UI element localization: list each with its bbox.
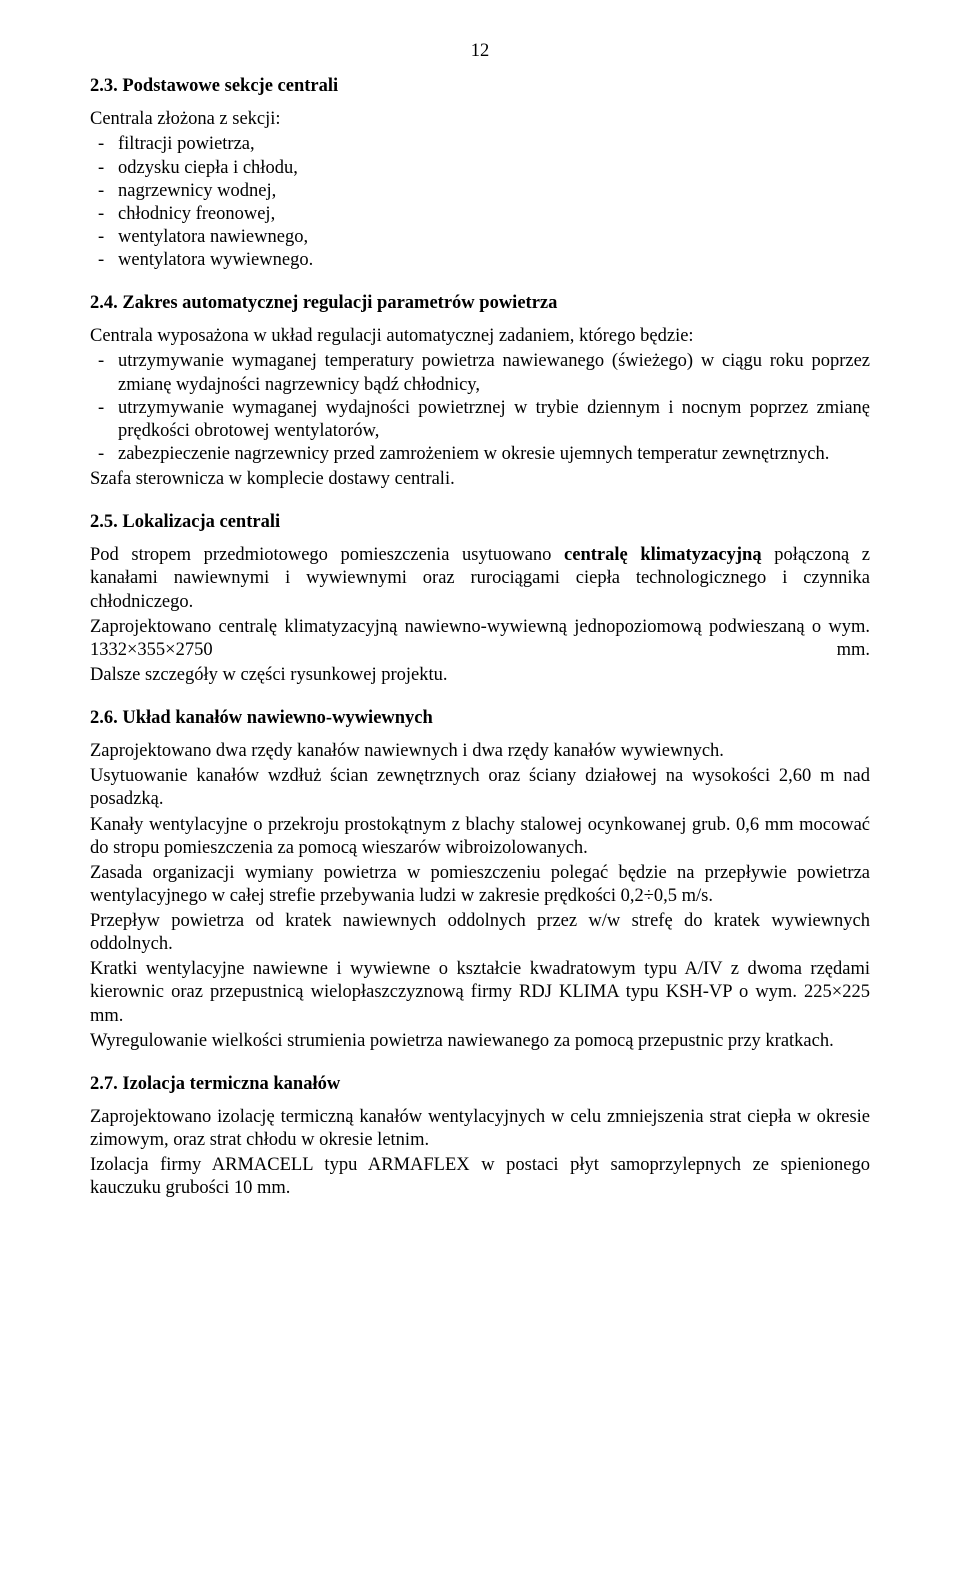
s24-list: -utrzymywanie wymaganej temperatury powi… (90, 350, 870, 466)
s25-p1-bold: centralę klimatyzacyjną (564, 545, 762, 565)
list-item: -chłodnicy freonowej, (90, 203, 870, 226)
s25-p2: Zaprojektowano centralę klimatyzacyjną n… (90, 616, 870, 662)
list-item: -filtracji powietrza, (90, 133, 870, 156)
s25-p3: Dalsze szczegóły w części rysunkowej pro… (90, 664, 870, 687)
bullet-text: wentylatora nawiewnego, (118, 226, 870, 249)
s26-p4: Zasada organizacji wymiany powietrza w p… (90, 862, 870, 908)
bullet-text: odzysku ciepła i chłodu, (118, 157, 870, 180)
bullet-text: utrzymywanie wymaganej temperatury powie… (118, 350, 870, 396)
bullet-text: chłodnicy freonowej, (118, 203, 870, 226)
bullet-text: wentylatora wywiewnego. (118, 249, 870, 272)
s26-p5: Przepływ powietrza od kratek nawiewnych … (90, 910, 870, 956)
bullet-marker: - (90, 203, 118, 226)
list-item: -odzysku ciepła i chłodu, (90, 157, 870, 180)
s26-p1: Zaprojektowano dwa rzędy kanałów nawiewn… (90, 740, 870, 763)
s26-p6: Kratki wentylacyjne nawiewne i wywiewne … (90, 958, 870, 1027)
s25-p1: Pod stropem przedmiotowego pomieszczenia… (90, 544, 870, 613)
bullet-marker: - (90, 157, 118, 180)
list-item: -wentylatora nawiewnego, (90, 226, 870, 249)
bullet-marker: - (90, 249, 118, 272)
section-2-7-heading: 2.7. Izolacja termiczna kanałów (90, 1073, 870, 1096)
s23-intro: Centrala złożona z sekcji: (90, 108, 870, 131)
page-number: 12 (90, 40, 870, 63)
s27-p2: Izolacja firmy ARMACELL typu ARMAFLEX w … (90, 1154, 870, 1200)
bullet-marker: - (90, 350, 118, 396)
list-item: -utrzymywanie wymaganej temperatury powi… (90, 350, 870, 396)
bullet-text: utrzymywanie wymaganej wydajności powiet… (118, 397, 870, 443)
list-item: -utrzymywanie wymaganej wydajności powie… (90, 397, 870, 443)
s25-p1-a: Pod stropem przedmiotowego pomieszczenia… (90, 545, 564, 565)
bullet-marker: - (90, 443, 118, 466)
bullet-text: filtracji powietrza, (118, 133, 870, 156)
s23-list: -filtracji powietrza, -odzysku ciepła i … (90, 133, 870, 272)
list-item: -nagrzewnicy wodnej, (90, 180, 870, 203)
bullet-marker: - (90, 180, 118, 203)
bullet-text: nagrzewnicy wodnej, (118, 180, 870, 203)
bullet-marker: - (90, 226, 118, 249)
bullet-marker: - (90, 133, 118, 156)
section-2-5-heading: 2.5. Lokalizacja centrali (90, 511, 870, 534)
list-item: -zabezpieczenie nagrzewnicy przed zamroż… (90, 443, 870, 466)
s24-intro: Centrala wyposażona w układ regulacji au… (90, 325, 870, 348)
s24-tail: Szafa sterownicza w komplecie dostawy ce… (90, 468, 870, 491)
section-2-6-heading: 2.6. Układ kanałów nawiewno-wywiewnych (90, 707, 870, 730)
s26-p2: Usytuowanie kanałów wzdłuż ścian zewnętr… (90, 765, 870, 811)
bullet-marker: - (90, 397, 118, 443)
s27-p1: Zaprojektowano izolację termiczną kanałó… (90, 1106, 870, 1152)
section-2-3-heading: 2.3. Podstawowe sekcje centrali (90, 75, 870, 98)
section-2-4-heading: 2.4. Zakres automatycznej regulacji para… (90, 292, 870, 315)
s26-p7: Wyregulowanie wielkości strumienia powie… (90, 1030, 870, 1053)
s26-p3: Kanały wentylacyjne o przekroju prostoką… (90, 814, 870, 860)
list-item: -wentylatora wywiewnego. (90, 249, 870, 272)
bullet-text: zabezpieczenie nagrzewnicy przed zamroże… (118, 443, 870, 466)
